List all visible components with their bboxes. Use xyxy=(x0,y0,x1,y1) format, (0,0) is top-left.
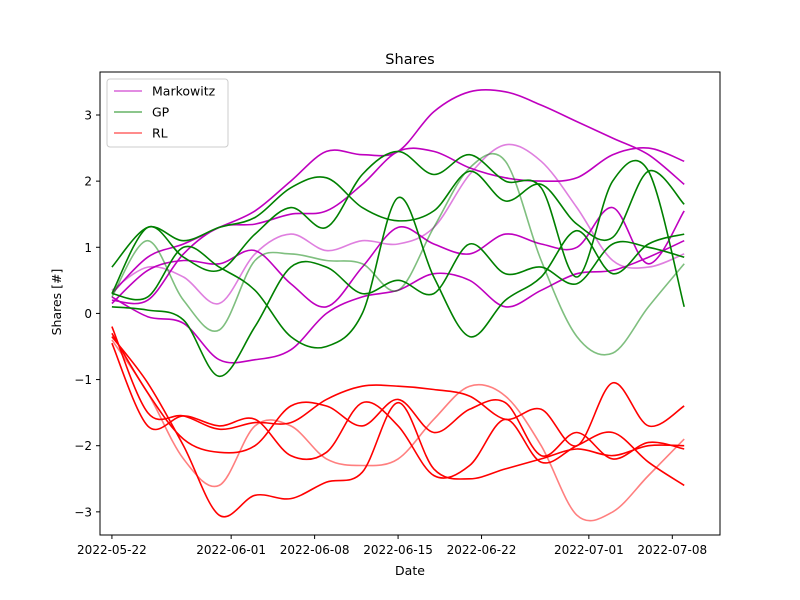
plot-area-border xyxy=(99,71,721,536)
legend-label-markowitz: Markowitz xyxy=(152,84,216,99)
series-lines xyxy=(111,88,685,522)
y-axis-ticks: −3 −2 −1 0 1 2 3 xyxy=(74,108,100,519)
y-tick-label: 1 xyxy=(84,241,92,255)
y-tick-label: −1 xyxy=(74,373,92,387)
y-tick-label: 2 xyxy=(84,175,92,189)
x-tick-label: 2022-07-01 xyxy=(554,543,624,557)
x-axis-ticks: 2022-05-22 2022-06-01 2022-06-08 2022-06-15… xyxy=(77,535,707,557)
y-axis-label: Shares [#] xyxy=(49,269,64,336)
x-tick-label: 2022-05-22 xyxy=(77,543,147,557)
x-tick-label: 2022-06-22 xyxy=(447,543,517,557)
series-line-gp-10 xyxy=(111,152,685,356)
y-tick-label: −3 xyxy=(74,505,92,519)
y-tick-label: 0 xyxy=(84,307,92,321)
y-tick-label: 3 xyxy=(84,108,92,122)
series-line-rl-15 xyxy=(111,339,685,522)
series-line-rl-12 xyxy=(111,332,685,460)
x-tick-label: 2022-07-08 xyxy=(637,543,707,557)
chart-title: Shares xyxy=(385,52,434,68)
series-line-markowitz-3 xyxy=(111,206,685,308)
series-line-rl-13 xyxy=(111,336,685,518)
legend-label-rl: RL xyxy=(152,126,168,141)
series-line-gp-7 xyxy=(111,150,685,308)
x-tick-label: 2022-06-15 xyxy=(363,543,433,557)
series-line-markowitz-5 xyxy=(111,143,685,305)
series-line-gp-8 xyxy=(111,240,685,378)
x-tick-label: 2022-06-01 xyxy=(196,543,266,557)
x-axis-label: Date xyxy=(395,563,425,578)
legend-box xyxy=(106,78,229,148)
legend-label-gp: GP xyxy=(152,105,170,120)
x-tick-label: 2022-06-08 xyxy=(280,543,350,557)
y-tick-label: −2 xyxy=(74,439,92,453)
axes-frame xyxy=(99,71,721,536)
series-line-rl-14 xyxy=(111,342,685,487)
series-line-gp-9 xyxy=(111,196,685,349)
legend: Markowitz GP RL xyxy=(106,78,229,148)
series-line-rl-11 xyxy=(111,326,685,447)
